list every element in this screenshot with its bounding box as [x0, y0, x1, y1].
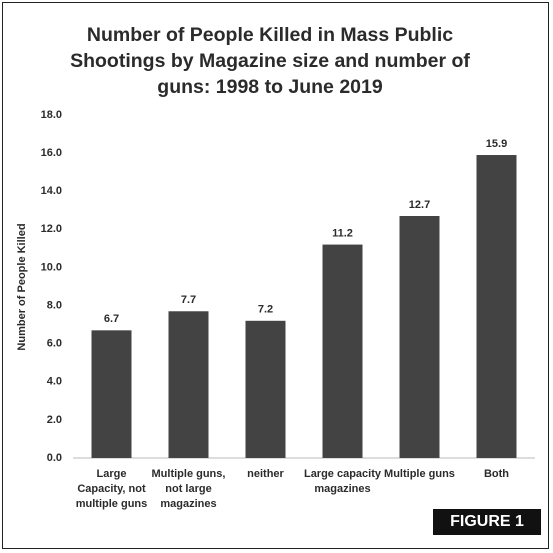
y-tick-label: 2.0 [47, 414, 62, 426]
y-axis-label: Number of People Killed [16, 223, 28, 350]
x-tick-label: Large Capacity, not multiple guns [75, 468, 148, 510]
x-tick-label: neither [247, 468, 284, 480]
x-tick-label: Multiple guns, not large magazines [151, 468, 226, 510]
y-tick-label: 6.0 [47, 338, 62, 350]
bar [399, 215, 440, 458]
x-tick-label: Both [483, 468, 510, 480]
bar [168, 311, 209, 458]
x-tick-label: Large capacity magazines [303, 468, 382, 495]
y-tick-label: 4.0 [47, 376, 62, 388]
y-tick-label: 18.0 [41, 109, 62, 121]
figure-label: FIGURE 1 [433, 509, 541, 535]
y-tick-label: 8.0 [47, 299, 62, 311]
data-label: 6.7 [104, 313, 119, 325]
x-tick-label: Multiple guns [384, 468, 455, 480]
bar [91, 330, 132, 458]
data-label: 12.7 [409, 199, 430, 211]
data-label: 7.2 [258, 304, 273, 316]
y-tick-label: 0.0 [47, 452, 62, 464]
y-tick-label: 10.0 [41, 261, 62, 273]
chart-title: Number of People Killed in Mass Public S… [70, 24, 470, 98]
data-label: 15.9 [486, 138, 507, 150]
y-tick-label: 12.0 [41, 223, 62, 235]
bar [322, 244, 363, 458]
frame [2, 2, 549, 549]
bar [245, 320, 286, 458]
bar [476, 155, 517, 458]
data-label: 7.7 [181, 294, 196, 306]
data-label: 11.2 [332, 227, 353, 239]
y-tick-label: 16.0 [41, 147, 62, 159]
y-tick-label: 14.0 [41, 185, 62, 197]
